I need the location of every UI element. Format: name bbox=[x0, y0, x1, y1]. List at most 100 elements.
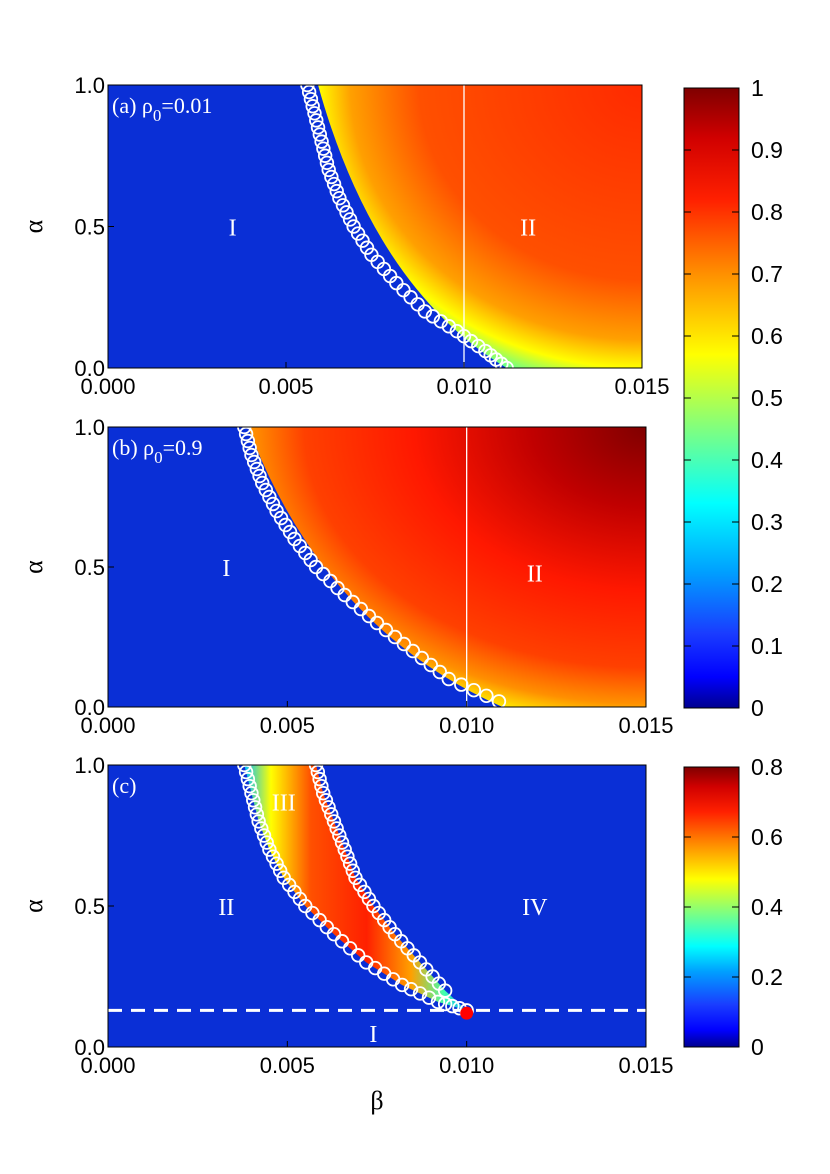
boundary-circle bbox=[441, 319, 457, 334]
y-tick-label: 0.0 bbox=[74, 356, 105, 381]
boundary-circle bbox=[309, 113, 324, 128]
boundary-circle-left bbox=[334, 934, 350, 949]
boundary-circle-right bbox=[437, 983, 453, 998]
x-tick-label: 0.010 bbox=[439, 1053, 494, 1078]
colorbar-tick-label: 0 bbox=[751, 1034, 764, 1060]
colorbar-tick-label: 0.5 bbox=[751, 385, 783, 411]
boundary-circle-left bbox=[445, 998, 460, 1014]
boundary-circle bbox=[387, 629, 403, 645]
boundary-circle-right bbox=[357, 884, 372, 900]
boundary-circle bbox=[425, 309, 441, 324]
boundary-circle-left bbox=[342, 941, 358, 956]
boundary-circle-left bbox=[244, 786, 259, 801]
region-label: II bbox=[218, 895, 234, 921]
y-axis-label: α bbox=[19, 899, 48, 913]
boundary-circle bbox=[314, 134, 329, 149]
boundary-circle bbox=[278, 517, 293, 533]
colorbar-tick-label: 0.6 bbox=[751, 323, 783, 349]
colorbar-gradient bbox=[683, 766, 740, 1048]
boundary-circle bbox=[321, 162, 336, 178]
boundary-circle-right bbox=[332, 828, 347, 843]
boundary-circle bbox=[396, 636, 412, 652]
boundary-circle-right bbox=[342, 856, 358, 871]
panel-a: I II(a) ρ0=0.010.000 0.005 0.010 0.0150.00.5… bbox=[19, 73, 670, 399]
boundary-circle bbox=[491, 694, 507, 709]
boundary-circle-right bbox=[345, 863, 360, 878]
colorbar-tick-label: 0.2 bbox=[751, 571, 783, 597]
boundary-circle bbox=[242, 440, 257, 456]
x-tick-label: 0.010 bbox=[436, 374, 491, 399]
boundary-circle bbox=[305, 99, 320, 114]
boundary-circle-right bbox=[314, 778, 329, 794]
boundary-circle-left bbox=[238, 764, 254, 780]
x-tick-label: 0.010 bbox=[439, 713, 494, 738]
boundary-circle-right bbox=[318, 793, 334, 808]
x-tick-label: 0.000 bbox=[80, 1053, 135, 1078]
boundary-circle bbox=[244, 447, 259, 463]
boundary-circle bbox=[479, 688, 494, 704]
colorbars: 00.10.20.30.40.50.60.70.80.9100.20.40.60… bbox=[683, 75, 783, 1060]
y-tick-label: 0.0 bbox=[74, 695, 105, 720]
boundary-circle bbox=[335, 198, 351, 213]
boundary-circle bbox=[378, 622, 394, 638]
colorbar-1: 0 0.1 0.2 0.3 0.4 0.5 0.6 0.7 0.8 0.9 1 bbox=[683, 75, 783, 721]
x-tick-label: 0.005 bbox=[258, 374, 313, 399]
boundary-circle-right bbox=[321, 800, 336, 815]
panel-b: I II(b) ρ0=0.90.000 0.005 0.010 0.0150.00.51… bbox=[19, 415, 674, 738]
region-label: II bbox=[520, 216, 536, 242]
colorbar-2: 0 0.2 0.4 0.6 0.8 bbox=[683, 754, 783, 1060]
boundary-circle bbox=[246, 454, 262, 470]
boundary-circle-left bbox=[256, 828, 272, 843]
y-tick-label: 0.5 bbox=[74, 555, 105, 580]
colorbar-tick-label: 0.1 bbox=[751, 633, 783, 659]
colorbar-tick-label: 1 bbox=[751, 75, 764, 101]
boundary-circle-right bbox=[326, 814, 342, 829]
boundary-circle-right bbox=[361, 891, 377, 907]
y-tick-label: 1.0 bbox=[74, 415, 105, 440]
boundary-circle bbox=[265, 496, 281, 512]
boundary-circle bbox=[273, 510, 289, 526]
region-label: I bbox=[229, 216, 237, 242]
heatmap-phase-field bbox=[318, 85, 642, 368]
boundary-circle-left bbox=[242, 778, 257, 794]
colorbar-tick-label: 0.2 bbox=[751, 964, 783, 990]
boundary-circle-left bbox=[412, 986, 428, 1001]
boundary-circle bbox=[359, 240, 375, 255]
heatmap-background bbox=[108, 765, 646, 1047]
colorbar-gradient bbox=[683, 87, 740, 709]
region-label: IV bbox=[522, 895, 548, 921]
boundary-circle bbox=[342, 212, 358, 227]
boundary-circle-right bbox=[316, 786, 331, 801]
colorbar-tick-label: 0.7 bbox=[751, 261, 783, 287]
x-tick-label: 0.000 bbox=[80, 713, 135, 738]
boundary-circle bbox=[345, 594, 360, 610]
boundary-circle-right bbox=[337, 842, 352, 857]
colorbar-tick-label: 0.3 bbox=[751, 509, 783, 535]
boundary-circle bbox=[258, 482, 274, 498]
boundary-circle bbox=[319, 155, 335, 171]
colorbar-tick-label: 0.6 bbox=[751, 824, 783, 850]
boundary-circle-left bbox=[251, 814, 266, 829]
colorbar-tick-label: 0.4 bbox=[751, 894, 783, 920]
boundary-circle-right bbox=[352, 877, 368, 893]
x-tick-label: 0.015 bbox=[618, 1053, 673, 1078]
boundary-circle bbox=[463, 333, 479, 349]
boundary-circle bbox=[301, 84, 317, 100]
boundary-circle-left bbox=[262, 842, 277, 857]
region-label: I bbox=[369, 1022, 377, 1048]
boundary-circle bbox=[240, 433, 256, 449]
boundary-circle bbox=[262, 489, 277, 505]
y-axis-label: α bbox=[19, 219, 48, 233]
x-tick-label: 0.005 bbox=[260, 713, 315, 738]
boundary-circle bbox=[466, 683, 482, 698]
boundary-circle bbox=[355, 233, 370, 248]
boundary-circle bbox=[312, 127, 328, 142]
panels: I II(a) ρ0=0.010.000 0.005 0.010 0.0150.00.5… bbox=[19, 73, 674, 1115]
panel-label-prefix: (a) ρ bbox=[112, 93, 153, 118]
critical-point bbox=[460, 1006, 474, 1020]
boundary-circle bbox=[456, 328, 472, 344]
boundary-circle bbox=[423, 657, 439, 673]
boundary-circle-left bbox=[249, 807, 265, 822]
boundary-circle-left bbox=[247, 800, 263, 815]
